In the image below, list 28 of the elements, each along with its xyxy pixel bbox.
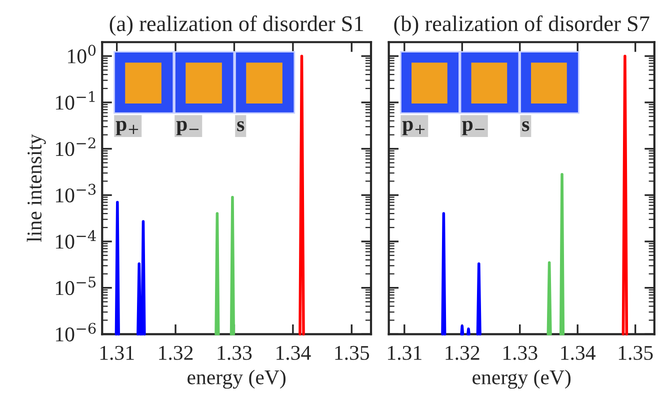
x-axis-title: energy (eV) <box>472 370 571 389</box>
x-tick-label: 1.32 <box>446 346 480 360</box>
y-tick-label: 10$^{−3}$ <box>56 184 96 202</box>
x-axis-title: energy (eV) <box>188 370 286 389</box>
x-tick-label: 1.34 <box>561 346 596 360</box>
annotation: p$_{+}$ <box>402 120 425 136</box>
y-tick-label: 10$^{−1}$ <box>56 91 95 110</box>
y-tick-label: 10$^{−5}$ <box>56 276 96 296</box>
y-axis-title: line intensity <box>26 134 46 242</box>
chart-title: (a) realization of disorder S1 <box>110 15 363 36</box>
x-tick-label: 1.33 <box>503 346 538 360</box>
annotation: p$_{−}$ <box>462 120 484 136</box>
y-tick-label: 10$^{0}$ <box>68 44 96 64</box>
x-tick-label: 1.32 <box>159 346 193 360</box>
y-tick-label: 10$^{−6}$ <box>56 322 96 342</box>
annotation: p$_{−}$ <box>176 120 199 136</box>
x-tick-label: 1.35 <box>618 346 653 360</box>
x-tick-label: 1.33 <box>218 346 252 360</box>
y-tick-label: 10$^{−2}$ <box>56 137 96 156</box>
annotation: s <box>237 121 244 132</box>
annotation: p$_{+}$ <box>116 120 138 136</box>
x-tick-label: 1.31 <box>388 346 422 360</box>
x-tick-label: 1.34 <box>276 346 311 360</box>
x-tick-label: 1.31 <box>100 346 134 360</box>
x-tick-label: 1.35 <box>335 346 370 360</box>
y-tick-label: 10$^{−4}$ <box>56 230 96 249</box>
annotation: s <box>522 121 530 132</box>
chart-title: (b) realization of disorder S7 <box>394 15 650 36</box>
